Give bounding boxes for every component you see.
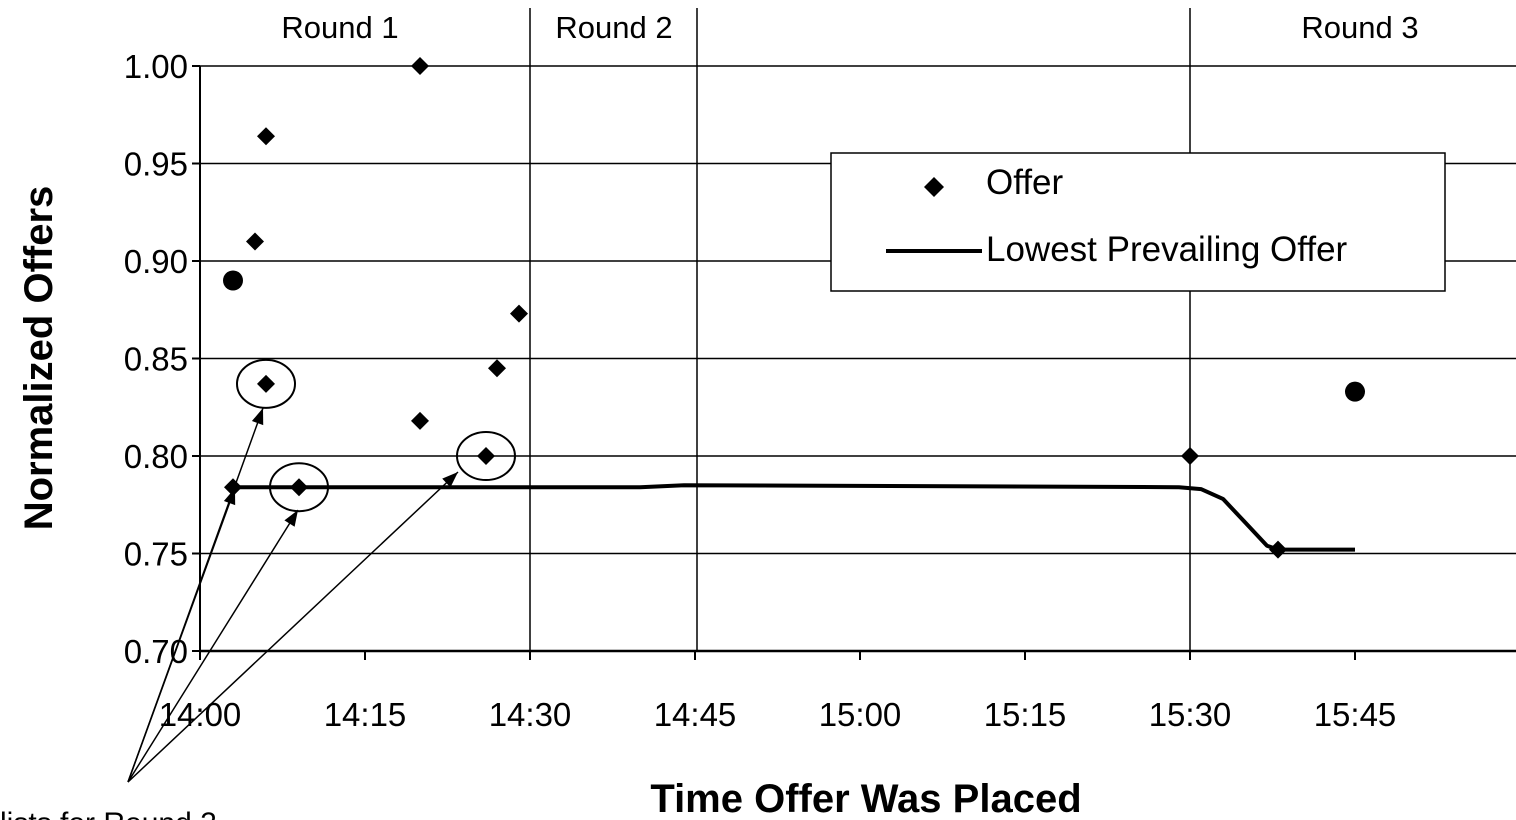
offer-point [257,374,275,393]
offer-point [411,411,429,430]
annotation-arrows [127,407,459,783]
offer-point [246,232,264,251]
x-axis-title: Time Offer Was Placed [650,777,1081,820]
offer-point [510,304,528,323]
legend: Offer Lowest Prevailing Offer [830,152,1446,292]
offer-points [223,57,1365,559]
x-tick-label: 15:30 [1149,696,1232,733]
round-label: Round 1 [281,10,398,45]
round-label: Round 3 [1301,10,1418,45]
highlight-circle [236,358,296,409]
annotation-arrowhead [442,472,458,488]
y-tick-labels: 0.70 0.75 0.80 0.85 0.90 0.95 1.00 [124,48,188,670]
annotation-arrow-line [127,471,459,783]
offer-point [1345,381,1365,402]
x-tick-label: 15:15 [984,696,1067,733]
offer-point [411,57,429,75]
offer-point [224,478,242,497]
lowest-offer-line [233,483,1355,552]
x-tick-label: 14:45 [654,696,737,733]
offer-point [477,447,495,465]
offer-point [223,270,243,291]
legend-diamond-icon [924,177,944,197]
x-tick-label: 15:00 [819,696,902,733]
y-tick-label: 1.00 [124,48,188,85]
legend-label-offer: Offer [986,163,1064,202]
y-tick-label: 0.70 [124,633,188,670]
x-tick-label: 15:45 [1314,696,1397,733]
offer-point [257,127,275,146]
annotation-arrow-line [127,509,299,783]
annotation-arrowhead [284,510,298,527]
axes [192,65,1516,660]
offer-point [488,359,506,378]
round-label: Round 2 [555,10,672,45]
round-dividers: Round 1 Round 2 Round 3 [281,8,1419,651]
x-tick-label: 14:15 [324,696,407,733]
highlight-circle [456,431,516,481]
y-tick-label: 0.90 [124,243,188,280]
lowest-offer-line-path [233,483,1355,552]
offer-point [290,478,308,497]
y-axis-title: Normalized Offers [17,186,61,531]
annotation-label: lists for Round 2 [0,807,217,820]
annotation-arrow-line [127,407,264,783]
highlight-circle [269,462,329,513]
y-tick-label: 0.95 [124,146,188,183]
x-tick-labels: 14:00 14:15 14:30 14:45 15:00 15:15 15:30 15:45 [159,696,1397,733]
y-tick-label: 0.75 [124,536,188,573]
legend-label-lowest-offer: Lowest Prevailing Offer [986,230,1348,269]
offer-point [1181,447,1199,465]
x-tick-label: 14:30 [489,696,572,733]
y-tick-label: 0.85 [124,341,188,378]
legend-box [830,152,1446,292]
y-tick-label: 0.80 [124,438,188,475]
offer-point [1269,540,1287,559]
x-tick-label: 14:00 [159,696,242,733]
annotation-arrowhead [251,408,264,426]
